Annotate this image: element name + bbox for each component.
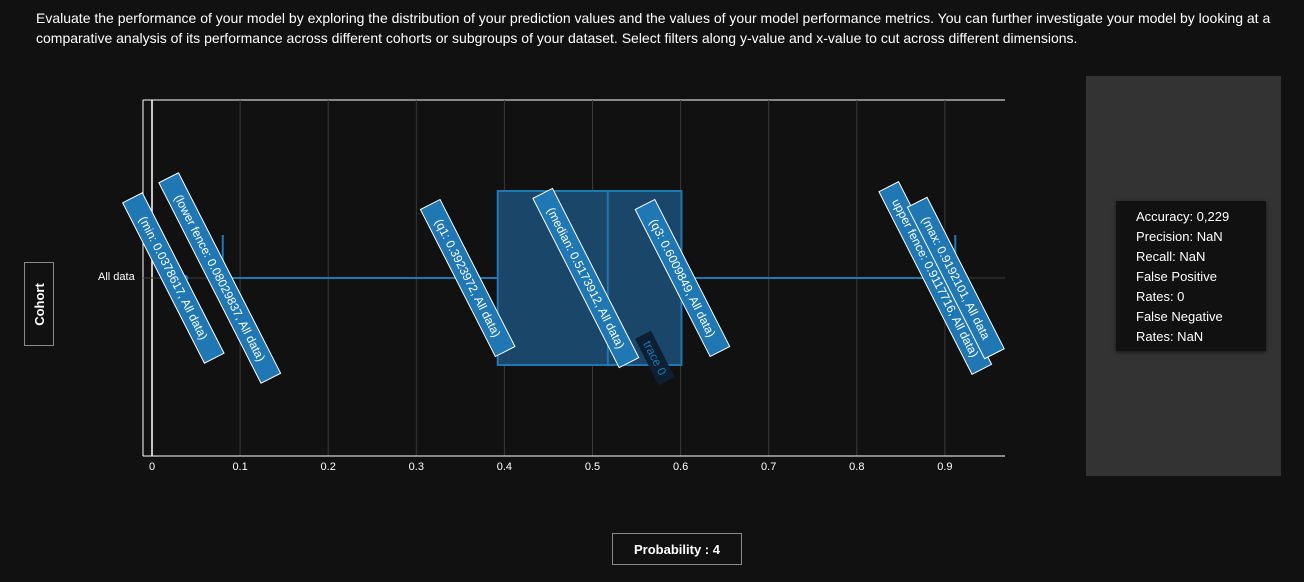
metric-fpr-line2: Rates: 0 [1136,289,1185,304]
metric-recall: Recall: NaN [1136,249,1206,264]
x-tick-label: 0.2 [321,461,336,473]
cohort-axis-button[interactable]: Cohort [24,262,54,346]
x-tick-label: 0.6 [673,461,688,473]
metrics-box: Accuracy: 0,229 Precision: NaN Recall: N… [1116,201,1266,351]
hover-label-median-bg [532,187,640,369]
metric-fnr-line1: False Negative [1136,309,1223,324]
metric-precision: Precision: NaN [1136,229,1223,244]
page-description: Evaluate the performance of your model b… [36,10,1271,46]
hover-label-min-bg [122,192,225,364]
x-tick-label: 0.7 [761,461,776,473]
hover-label-max-bg [906,196,1005,360]
hover-label-q3-bg [634,198,731,358]
metric-accuracy: Accuracy: 0,229 [1136,209,1230,224]
hover-label-q1-bg [419,198,516,358]
x-tick-label: 0.4 [497,461,512,473]
metric-fpr-line1: False Positive [1136,269,1217,284]
trace-label-bg [634,330,675,386]
x-tick-label: 0.1 [232,461,247,473]
y-category-label: All data [98,271,135,283]
hover-label-lower-fence-bg [158,172,282,384]
x-axis-button[interactable]: Probability : 4 [612,533,742,565]
x-tick-label: 0 [149,461,155,473]
x-tick-label: 0.5 [585,461,600,473]
cohort-axis-button-label: Cohort [31,282,47,326]
x-tick-label: 0.8 [849,461,864,473]
x-tick-label: 0.3 [409,461,424,473]
metric-fnr-line2: Rates: NaN [1136,329,1204,344]
x-tick-label: 0.9 [937,461,952,473]
